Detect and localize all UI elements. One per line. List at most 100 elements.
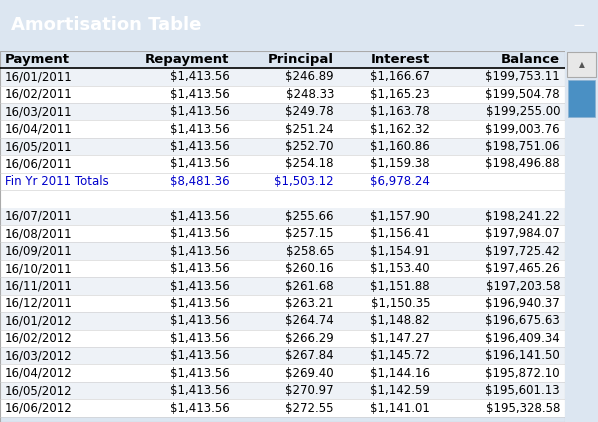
Text: $199,753.11: $199,753.11: [485, 70, 560, 83]
Text: 16/08/2011: 16/08/2011: [5, 227, 72, 240]
Text: $199,504.78: $199,504.78: [486, 88, 560, 101]
Text: $261.68: $261.68: [285, 279, 334, 292]
Text: Payment: Payment: [5, 53, 69, 66]
FancyBboxPatch shape: [0, 242, 565, 260]
Text: $197,203.58: $197,203.58: [486, 279, 560, 292]
Text: $1,157.90: $1,157.90: [370, 210, 430, 223]
Text: $1,144.16: $1,144.16: [370, 367, 430, 380]
Text: $1,141.01: $1,141.01: [370, 402, 430, 414]
Text: $196,940.37: $196,940.37: [485, 297, 560, 310]
Text: $251.24: $251.24: [285, 123, 334, 135]
FancyBboxPatch shape: [0, 86, 565, 103]
FancyBboxPatch shape: [0, 295, 565, 312]
FancyBboxPatch shape: [0, 330, 565, 347]
Text: $1,150.35: $1,150.35: [371, 297, 430, 310]
Text: $272.55: $272.55: [285, 402, 334, 414]
Text: $1,413.56: $1,413.56: [170, 210, 230, 223]
Text: $6,978.24: $6,978.24: [370, 175, 430, 188]
Text: $196,409.34: $196,409.34: [485, 332, 560, 345]
Text: $1,413.56: $1,413.56: [170, 245, 230, 258]
Text: $1,413.56: $1,413.56: [170, 349, 230, 362]
Text: −: −: [572, 18, 585, 33]
Text: Repayment: Repayment: [145, 53, 230, 66]
FancyBboxPatch shape: [0, 208, 565, 225]
Text: $1,151.88: $1,151.88: [370, 279, 430, 292]
Text: $197,725.42: $197,725.42: [485, 245, 560, 258]
Text: $264.74: $264.74: [285, 314, 334, 327]
Text: $195,872.10: $195,872.10: [486, 367, 560, 380]
Text: Fin Yr 2011 Totals: Fin Yr 2011 Totals: [0, 421, 1, 422]
Text: $1,413.56: $1,413.56: [170, 88, 230, 101]
Text: $1,413.56: $1,413.56: [170, 332, 230, 345]
FancyBboxPatch shape: [567, 52, 596, 77]
Text: $255.66: $255.66: [285, 210, 334, 223]
Text: $254.18: $254.18: [285, 157, 334, 170]
Text: $1,413.56: $1,413.56: [170, 70, 230, 83]
Text: 16/06/2011: 16/06/2011: [5, 157, 72, 170]
FancyBboxPatch shape: [0, 382, 565, 399]
Text: $1,160.86: $1,160.86: [370, 140, 430, 153]
Text: $1,154.91: $1,154.91: [370, 245, 430, 258]
Text: $1,413.56: $1,413.56: [170, 227, 230, 240]
Text: 16/05/2011: 16/05/2011: [5, 140, 72, 153]
Text: $1,413.56: $1,413.56: [170, 157, 230, 170]
Text: $196,675.63: $196,675.63: [485, 314, 560, 327]
Text: Balance: Balance: [501, 53, 560, 66]
Text: $1,413.56: $1,413.56: [170, 297, 230, 310]
Text: $1,413.56: $1,413.56: [170, 384, 230, 397]
Text: $1,503.12: $1,503.12: [274, 175, 334, 188]
Text: $196,141.50: $196,141.50: [485, 349, 560, 362]
Text: $1,166.67: $1,166.67: [370, 70, 430, 83]
Text: $257.15: $257.15: [285, 227, 334, 240]
Text: 16/04/2011: 16/04/2011: [5, 123, 72, 135]
Text: $1,413.56: $1,413.56: [170, 279, 230, 292]
Text: 16/01/2012: 16/01/2012: [5, 314, 72, 327]
Text: 16/04/2012: 16/04/2012: [5, 367, 72, 380]
Text: $248.33: $248.33: [286, 88, 334, 101]
Text: $270.97: $270.97: [285, 384, 334, 397]
Text: $1,145.72: $1,145.72: [370, 349, 430, 362]
FancyBboxPatch shape: [0, 138, 565, 155]
Text: $269.40: $269.40: [285, 367, 334, 380]
Text: 16/06/2012: 16/06/2012: [5, 402, 72, 414]
Text: $198,751.06: $198,751.06: [486, 140, 560, 153]
Text: 16/03/2011: 16/03/2011: [5, 105, 72, 118]
FancyBboxPatch shape: [0, 312, 565, 330]
FancyBboxPatch shape: [0, 190, 565, 208]
Text: $267.84: $267.84: [285, 349, 334, 362]
Text: $199,255.00: $199,255.00: [486, 105, 560, 118]
FancyBboxPatch shape: [0, 225, 565, 242]
FancyBboxPatch shape: [0, 155, 565, 173]
FancyBboxPatch shape: [0, 120, 565, 138]
Text: 16/07/2011: 16/07/2011: [5, 210, 72, 223]
FancyBboxPatch shape: [0, 103, 565, 120]
FancyBboxPatch shape: [0, 173, 565, 190]
FancyBboxPatch shape: [0, 260, 565, 277]
Text: $1,162.32: $1,162.32: [370, 123, 430, 135]
Text: Amortisation Table: Amortisation Table: [11, 16, 201, 34]
FancyBboxPatch shape: [0, 399, 565, 417]
Text: $1,153.40: $1,153.40: [370, 262, 430, 275]
FancyBboxPatch shape: [0, 365, 565, 382]
Text: $263.21: $263.21: [285, 297, 334, 310]
Text: $258.65: $258.65: [286, 245, 334, 258]
Text: $260.16: $260.16: [285, 262, 334, 275]
Text: 16/05/2012: 16/05/2012: [5, 384, 72, 397]
Text: $8,481.36: $8,481.36: [170, 175, 230, 188]
Text: $1,413.56: $1,413.56: [170, 314, 230, 327]
Text: $199,003.76: $199,003.76: [486, 123, 560, 135]
Text: $1,413.56: $1,413.56: [170, 105, 230, 118]
Text: $1,163.78: $1,163.78: [370, 105, 430, 118]
Text: 16/09/2011: 16/09/2011: [5, 245, 72, 258]
Text: $197,465.26: $197,465.26: [485, 262, 560, 275]
Text: 16/02/2012: 16/02/2012: [5, 332, 72, 345]
FancyBboxPatch shape: [568, 80, 594, 117]
Text: $246.89: $246.89: [285, 70, 334, 83]
Text: $1,159.38: $1,159.38: [370, 157, 430, 170]
Text: $198,241.22: $198,241.22: [485, 210, 560, 223]
Text: $1,413.56: $1,413.56: [170, 140, 230, 153]
Text: $1,413.56: $1,413.56: [170, 367, 230, 380]
Text: $195,328.58: $195,328.58: [486, 402, 560, 414]
FancyBboxPatch shape: [0, 277, 565, 295]
Text: $1,148.82: $1,148.82: [370, 314, 430, 327]
